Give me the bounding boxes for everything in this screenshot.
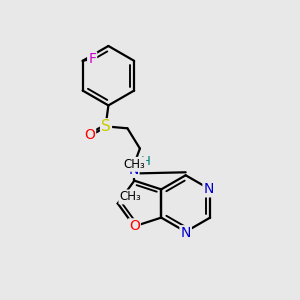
Text: N: N bbox=[181, 226, 191, 240]
Text: O: O bbox=[129, 219, 140, 233]
Text: F: F bbox=[88, 52, 96, 66]
Text: O: O bbox=[84, 128, 95, 142]
Text: N: N bbox=[203, 182, 214, 197]
Text: CH₃: CH₃ bbox=[124, 158, 145, 171]
Text: N: N bbox=[128, 163, 139, 177]
Text: CH₃: CH₃ bbox=[119, 190, 141, 203]
Text: S: S bbox=[101, 119, 111, 134]
Text: H: H bbox=[141, 155, 151, 168]
